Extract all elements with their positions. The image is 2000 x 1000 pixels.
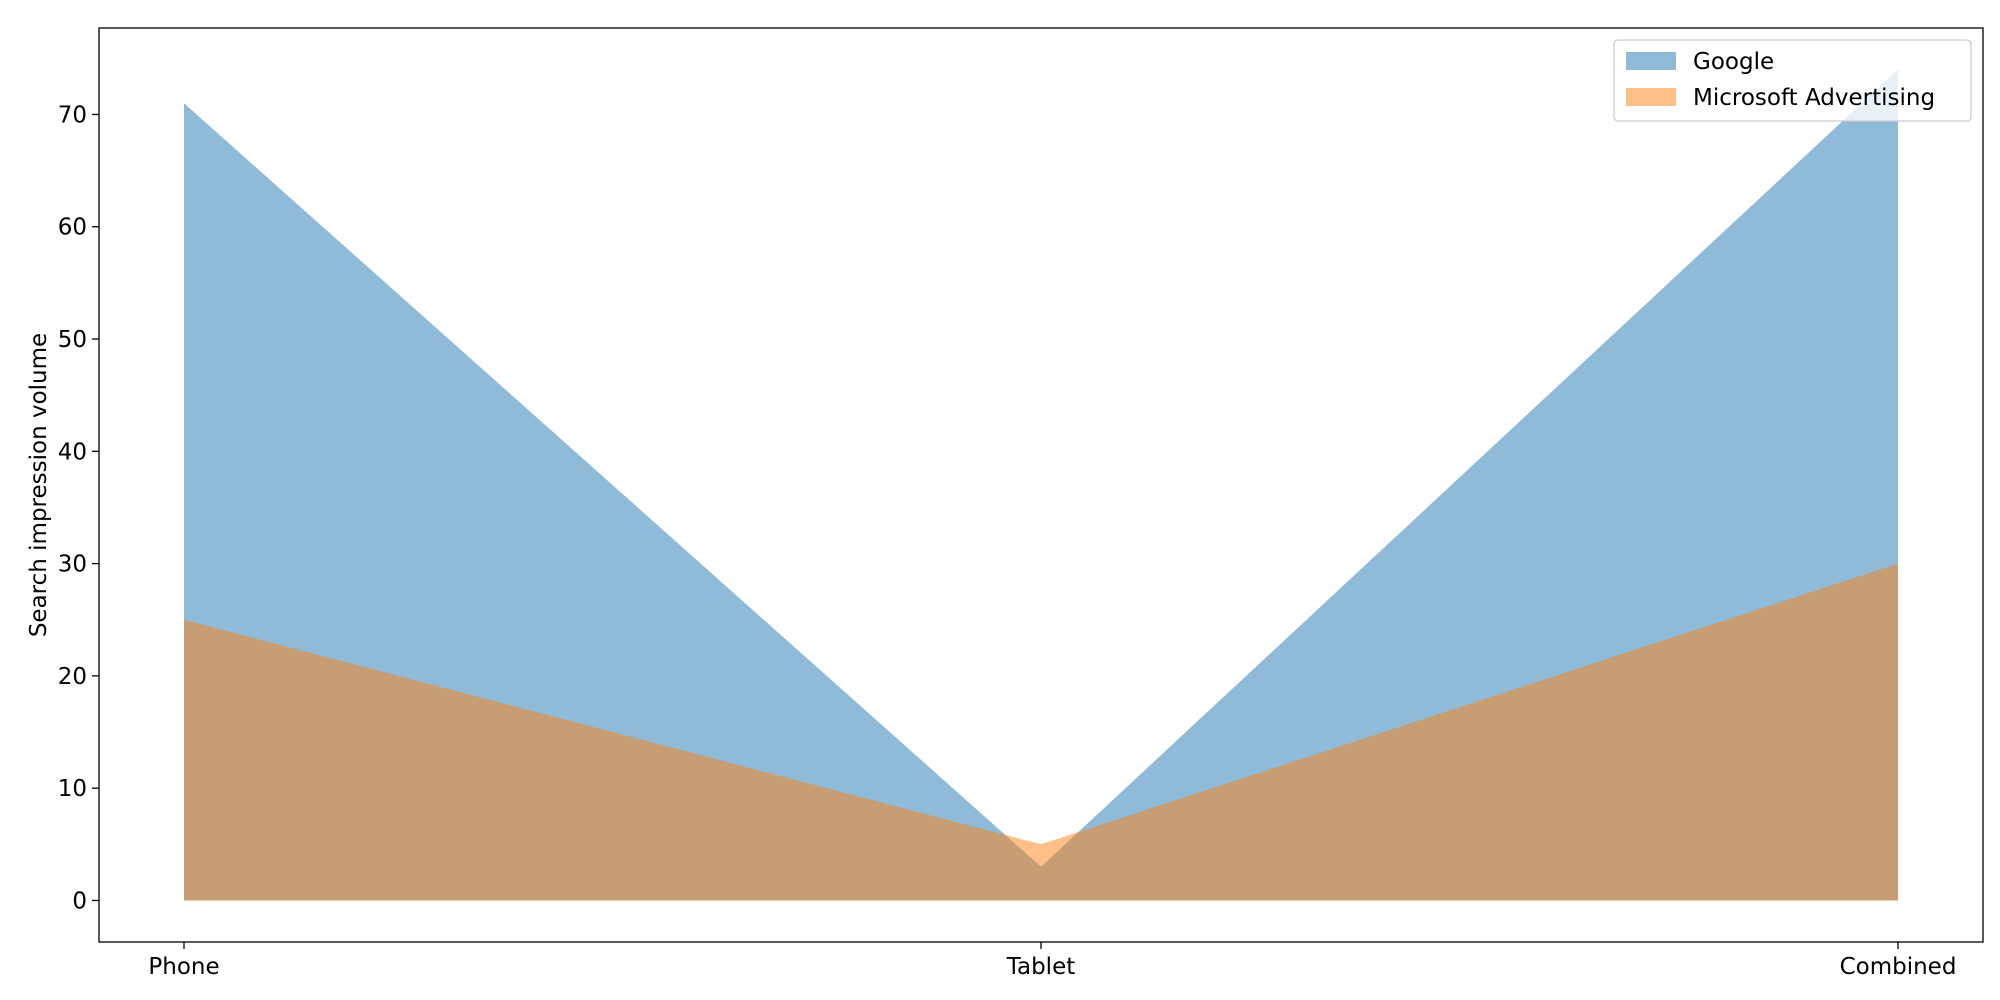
area-google bbox=[184, 69, 1898, 901]
y-tick-label: 0 bbox=[72, 888, 87, 914]
legend-swatch-microsoft-advertising bbox=[1626, 88, 1676, 106]
legend-swatch-google bbox=[1626, 52, 1676, 70]
plot-areas bbox=[184, 69, 1898, 901]
legend-label-microsoft-advertising: Microsoft Advertising bbox=[1693, 85, 1935, 111]
y-axis: 0 10 20 30 40 50 60 70 bbox=[58, 102, 99, 914]
x-axis: Phone Tablet Combined bbox=[148, 942, 1956, 980]
y-tick-label: 20 bbox=[58, 664, 87, 690]
y-tick-label: 70 bbox=[58, 102, 87, 128]
y-tick-label: 10 bbox=[58, 776, 87, 802]
legend: Google Microsoft Advertising bbox=[1613, 39, 1972, 122]
y-axis-title: Search impression volume bbox=[26, 333, 52, 637]
y-tick-label: 30 bbox=[58, 552, 87, 578]
y-tick-label: 40 bbox=[58, 439, 87, 465]
legend-label-google: Google bbox=[1693, 49, 1774, 75]
x-tick-label: Combined bbox=[1840, 954, 1957, 980]
y-tick-label: 60 bbox=[58, 215, 87, 241]
x-tick-label: Phone bbox=[148, 954, 219, 980]
x-tick-label: Tablet bbox=[1006, 954, 1076, 980]
y-tick-label: 50 bbox=[58, 327, 87, 353]
area-microsoft-advertising bbox=[184, 563, 1898, 901]
legend-frame bbox=[1613, 39, 1972, 122]
